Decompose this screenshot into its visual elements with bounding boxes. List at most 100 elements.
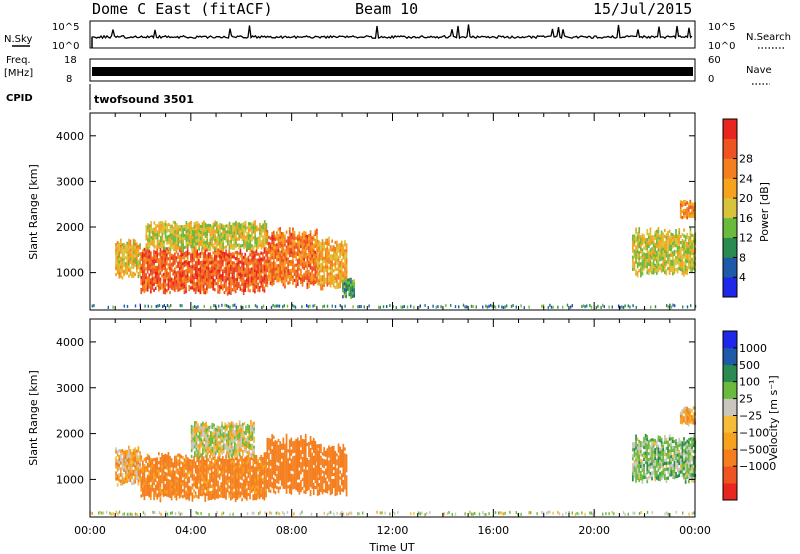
data-cell — [191, 233, 194, 237]
data-cell — [204, 282, 207, 286]
data-cell — [142, 460, 144, 464]
data-cell — [392, 305, 394, 309]
data-cell — [678, 258, 681, 262]
data-cell — [190, 486, 192, 490]
data-cell — [547, 306, 549, 310]
data-cell — [129, 476, 132, 480]
data-cell — [139, 460, 141, 464]
data-cell — [247, 483, 250, 488]
data-cell — [689, 233, 692, 237]
data-cell — [689, 230, 692, 234]
data-cell — [129, 470, 132, 474]
data-cell — [231, 483, 234, 488]
data-cell — [260, 484, 263, 489]
data-cell — [183, 236, 186, 241]
data-cell — [131, 457, 133, 462]
data-cell — [215, 480, 218, 484]
data-cell — [226, 442, 228, 446]
data-cell — [309, 278, 312, 282]
data-cell — [238, 492, 240, 496]
data-cell — [227, 430, 230, 434]
data-cell — [629, 305, 631, 309]
data-cell — [230, 231, 232, 235]
data-cell — [244, 229, 247, 233]
data-cell — [664, 270, 666, 275]
data-cell — [300, 253, 302, 258]
data-cell — [263, 467, 266, 471]
data-cell — [290, 271, 293, 275]
data-cell — [665, 263, 668, 267]
data-cell — [244, 270, 247, 274]
data-cell — [191, 230, 194, 234]
data-cell — [226, 286, 229, 290]
data-cell — [260, 269, 263, 273]
data-cell — [174, 461, 176, 465]
data-cell — [648, 253, 650, 257]
data-cell — [664, 261, 666, 266]
data-cell — [234, 433, 236, 437]
data-cell — [186, 490, 189, 494]
data-cell — [215, 236, 218, 240]
data-cell — [188, 464, 191, 468]
data-cell — [328, 236, 330, 240]
data-cell — [142, 478, 144, 482]
data-cell — [284, 234, 286, 238]
data-cell — [692, 246, 695, 250]
data-cell — [288, 251, 291, 255]
data-cell — [154, 253, 157, 257]
data-cell — [306, 243, 309, 248]
data-cell — [227, 436, 230, 440]
data-cell — [121, 482, 124, 486]
data-cell — [243, 443, 246, 447]
data-cell — [246, 226, 248, 230]
data-cell — [161, 265, 163, 269]
velocity-data-cells — [90, 406, 697, 517]
data-cell — [285, 248, 288, 252]
data-cell — [217, 230, 220, 234]
data-cell — [662, 235, 665, 239]
data-cell — [150, 484, 152, 488]
data-cell — [161, 492, 163, 496]
data-cell — [284, 249, 286, 253]
data-cell — [652, 259, 655, 263]
data-cell — [208, 435, 211, 439]
data-cell — [277, 276, 280, 280]
data-cell — [153, 467, 155, 471]
data-cell — [226, 474, 229, 478]
data-cell — [326, 247, 329, 251]
data-cell — [654, 248, 657, 252]
data-cell — [246, 444, 249, 449]
data-cell — [326, 250, 329, 254]
data-cell — [169, 479, 171, 483]
data-cell — [681, 239, 684, 243]
data-cell — [134, 251, 137, 255]
data-cell — [169, 458, 171, 462]
data-cell — [195, 239, 197, 243]
data-cell — [146, 486, 149, 490]
data-cell — [134, 254, 137, 258]
data-cell — [597, 304, 599, 308]
data-cell — [194, 491, 197, 495]
data-cell — [202, 445, 204, 449]
data-cell — [202, 424, 204, 428]
data-cell — [263, 473, 266, 477]
data-cell — [689, 202, 692, 206]
data-cell — [339, 304, 341, 308]
data-cell — [193, 237, 196, 241]
data-cell — [292, 233, 294, 237]
data-cell — [199, 254, 202, 259]
data-cell — [191, 265, 194, 269]
data-cell — [324, 241, 327, 245]
data-cell — [689, 254, 692, 258]
data-cell — [150, 254, 152, 258]
data-cell — [185, 278, 187, 282]
data-cell — [255, 461, 258, 465]
data-cell — [213, 444, 215, 448]
data-cell — [194, 272, 197, 277]
data-cell — [657, 236, 660, 240]
data-cell — [194, 430, 196, 434]
data-cell — [287, 251, 289, 255]
data-cell — [312, 246, 315, 250]
data-cell — [665, 272, 668, 276]
data-cell — [258, 289, 261, 293]
